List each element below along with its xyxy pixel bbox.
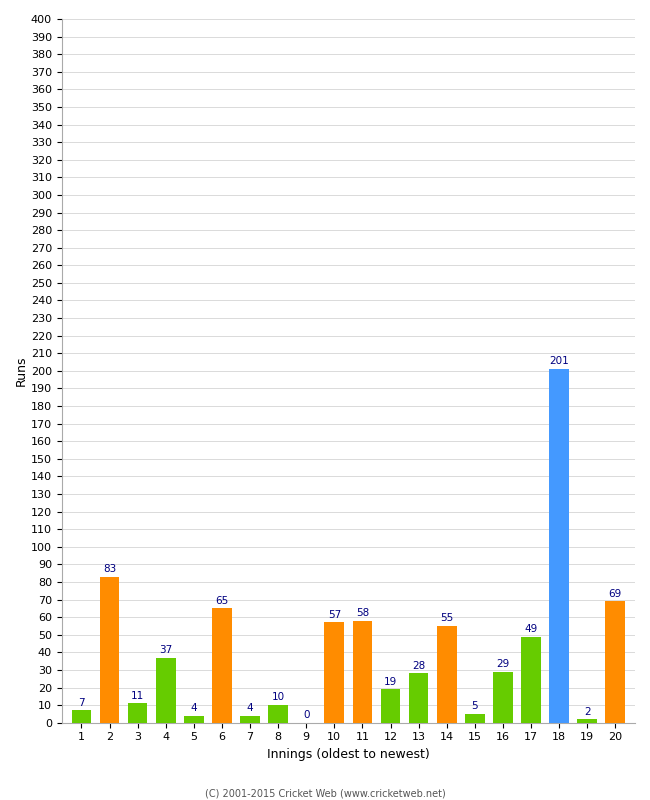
- Bar: [381, 690, 400, 722]
- X-axis label: Innings (oldest to newest): Innings (oldest to newest): [267, 748, 430, 761]
- Text: 55: 55: [440, 614, 453, 623]
- Text: 69: 69: [608, 589, 622, 598]
- Y-axis label: Runs: Runs: [15, 356, 28, 386]
- Bar: [521, 637, 541, 722]
- Text: (C) 2001-2015 Cricket Web (www.cricketweb.net): (C) 2001-2015 Cricket Web (www.cricketwe…: [205, 788, 445, 798]
- Text: 65: 65: [215, 596, 229, 606]
- Text: 49: 49: [525, 624, 538, 634]
- Text: 28: 28: [412, 661, 425, 671]
- Text: 11: 11: [131, 690, 144, 701]
- Bar: [409, 674, 428, 722]
- Bar: [240, 716, 260, 722]
- Text: 4: 4: [190, 703, 197, 713]
- Bar: [72, 710, 91, 722]
- Text: 4: 4: [247, 703, 254, 713]
- Bar: [324, 622, 344, 722]
- Bar: [606, 602, 625, 722]
- Text: 37: 37: [159, 645, 172, 655]
- Text: 201: 201: [549, 357, 569, 366]
- Text: 83: 83: [103, 564, 116, 574]
- Bar: [128, 703, 148, 722]
- Text: 0: 0: [303, 710, 309, 720]
- Bar: [156, 658, 176, 722]
- Bar: [465, 714, 485, 722]
- Bar: [184, 716, 203, 722]
- Bar: [212, 608, 232, 722]
- Bar: [437, 626, 456, 722]
- Bar: [268, 705, 288, 722]
- Text: 5: 5: [471, 702, 478, 711]
- Text: 58: 58: [356, 608, 369, 618]
- Bar: [493, 672, 513, 722]
- Bar: [352, 621, 372, 722]
- Text: 7: 7: [78, 698, 84, 708]
- Bar: [99, 577, 120, 722]
- Bar: [577, 719, 597, 722]
- Bar: [549, 369, 569, 722]
- Text: 10: 10: [272, 693, 285, 702]
- Text: 29: 29: [497, 659, 510, 669]
- Text: 57: 57: [328, 610, 341, 620]
- Text: 19: 19: [384, 677, 397, 686]
- Text: 2: 2: [584, 706, 591, 717]
